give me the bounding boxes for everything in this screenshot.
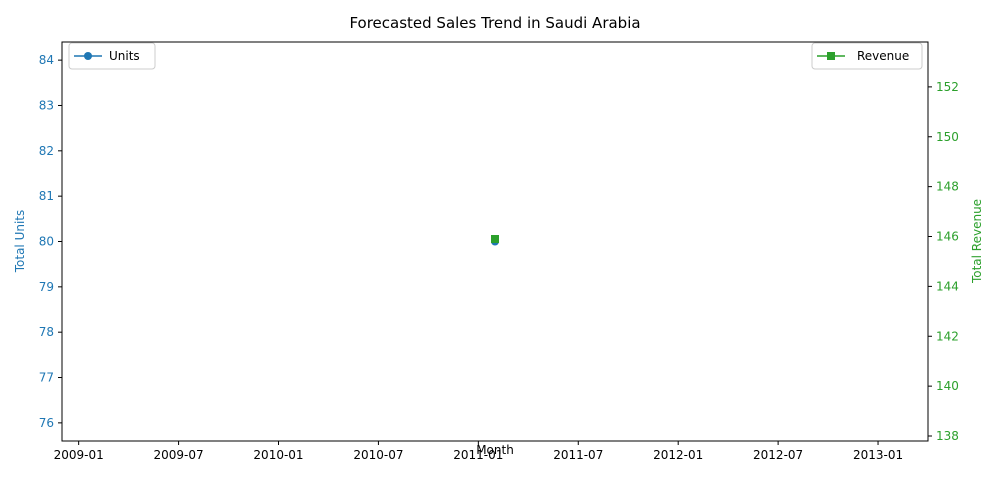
legend-units: Units [68,42,156,70]
revenue-point [491,235,499,244]
legend-units-label: Units [109,49,140,63]
chart-title: Forecasted Sales Trend in Saudi Arabia [349,14,640,32]
x-tick-label: 2011-07 [553,448,603,462]
left-y-tick-label: 81 [39,189,54,203]
left-y-tick-label: 80 [39,235,54,249]
x-tick-label: 2009-01 [54,448,104,462]
x-tick-label: 2010-07 [353,448,403,462]
left-y-tick-label: 76 [39,416,54,430]
x-tick-label: 2012-01 [653,448,703,462]
legend-units-marker [84,52,92,60]
left-y-tick-label: 83 [39,98,54,112]
x-tick-label: 2009-07 [154,448,204,462]
left-y-tick-label: 82 [39,144,54,158]
right-y-axis-title: Total Revenue [970,199,984,284]
right-y-tick-label: 148 [936,180,959,194]
right-y-tick-label: 146 [936,230,959,244]
data-marks [491,235,499,246]
left-y-tick-label: 84 [39,53,54,67]
left-y-axis-title: Total Units [13,210,27,274]
right-y-axis: 138 140 142 144 146 148 150 152 [928,80,959,443]
legend-revenue-label: Revenue [857,49,909,63]
x-axis: 2009-01 2009-07 2010-01 2010-07 2011-01 2011-… [54,441,903,462]
left-y-tick-label: 79 [39,280,54,294]
right-y-tick-label: 144 [936,279,959,293]
left-y-axis: 76 77 78 79 80 81 82 83 84 [39,53,62,430]
right-y-tick-label: 150 [936,130,959,144]
x-tick-label: 2011-01 [453,448,503,462]
x-tick-label: 2013-01 [853,448,903,462]
legend-revenue-marker [827,52,835,60]
legend-revenue-box [811,42,923,70]
legend-revenue: Revenue [811,42,923,70]
x-tick-label: 2012-07 [753,448,803,462]
right-y-tick-label: 142 [936,329,959,343]
left-y-tick-label: 78 [39,325,54,339]
legend-units-box [68,42,156,70]
right-y-tick-label: 140 [936,379,959,393]
x-tick-label: 2010-01 [253,448,303,462]
right-y-tick-label: 138 [936,429,959,443]
right-y-tick-label: 152 [936,80,959,94]
left-y-tick-label: 77 [39,371,54,385]
x-axis-title: Month [476,443,514,457]
